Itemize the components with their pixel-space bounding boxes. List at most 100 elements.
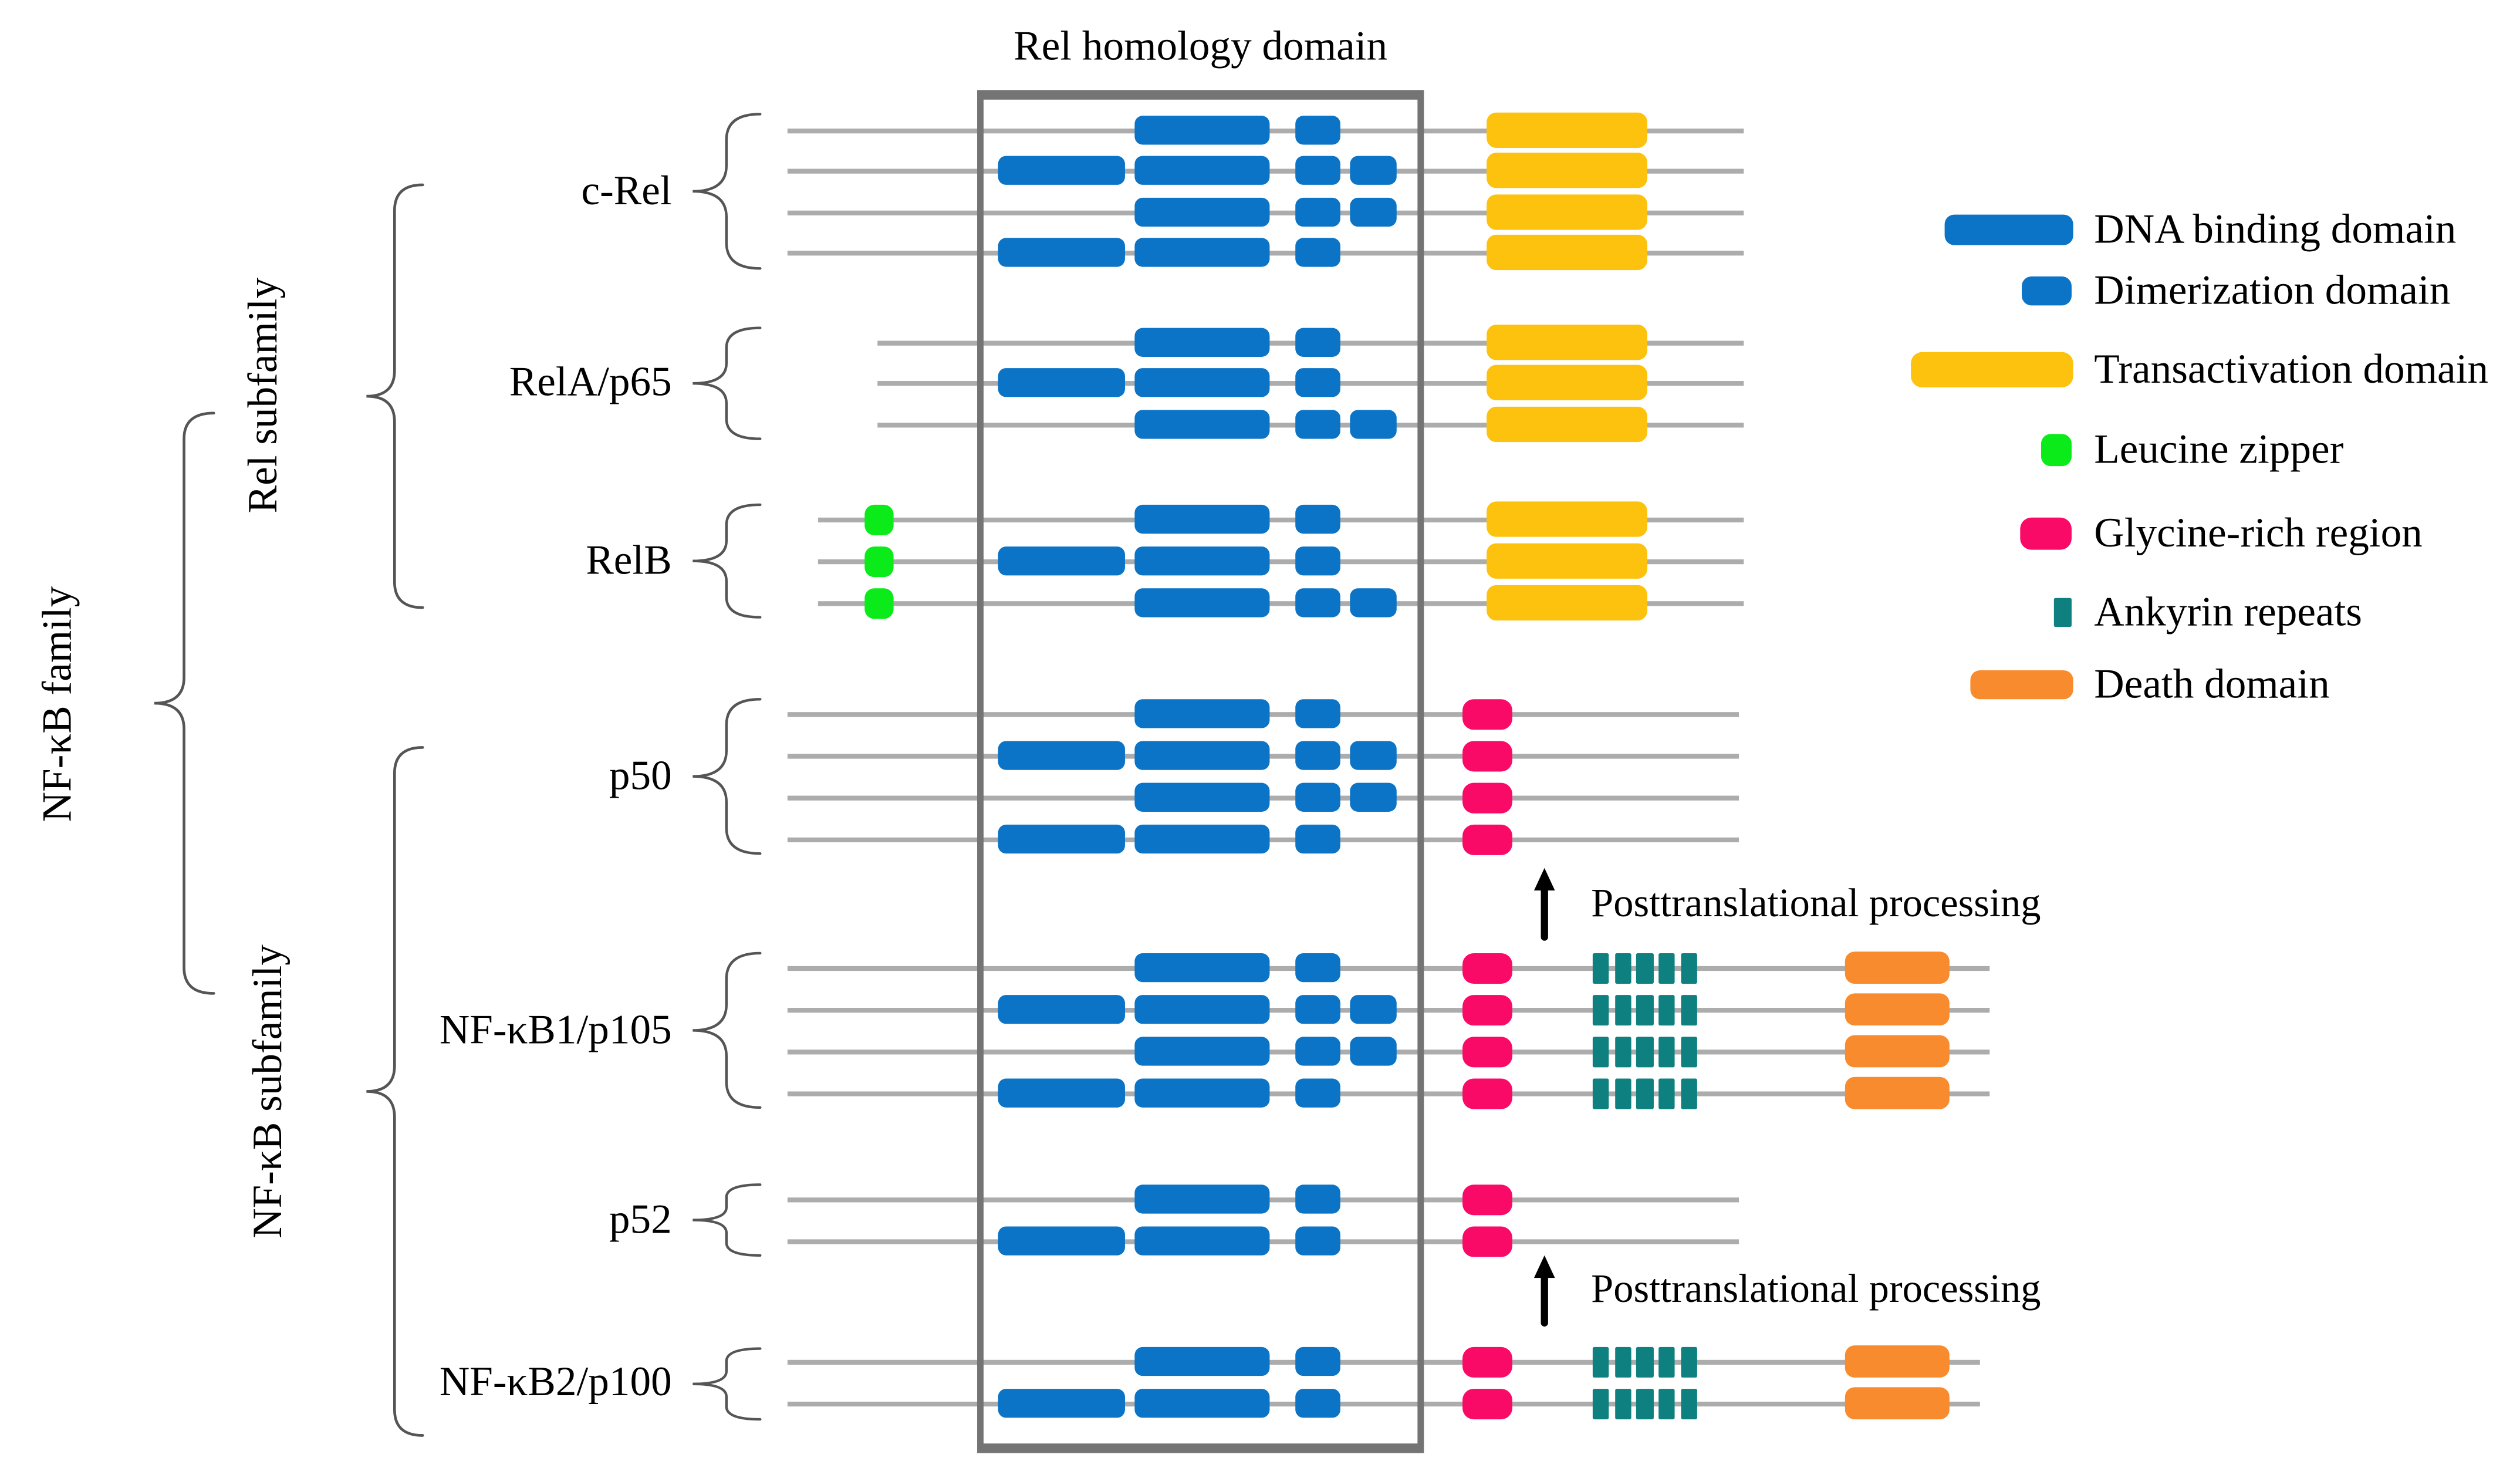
family-brace xyxy=(154,411,215,995)
glycine-rich-region-swatch xyxy=(2020,517,2072,550)
relb-row-1-backbone xyxy=(818,517,1744,522)
family-label-nfkb-family: NF-κB family xyxy=(33,586,80,822)
nfkb1-p105-row-1-backbone xyxy=(787,965,1990,970)
group-label-rela-p65: RelA/p65 xyxy=(509,358,672,406)
glycine-rich-region xyxy=(1462,1078,1512,1109)
ankyrin-repeats xyxy=(1680,1035,1698,1067)
dimerization-domain xyxy=(1295,698,1340,729)
group-brace-relb xyxy=(693,503,762,619)
glycine-rich-region xyxy=(1462,952,1512,983)
dimerization-domain xyxy=(1350,740,1397,771)
dna-binding-domain xyxy=(998,824,1125,854)
ankyrin-repeats-swatch xyxy=(2053,598,2072,627)
ankyrin-repeats xyxy=(1592,1346,1610,1377)
dna-binding-domain xyxy=(998,155,1125,185)
dimerization-domain xyxy=(1350,1036,1397,1067)
ankyrin-repeats xyxy=(1614,952,1631,983)
dimerization-domain xyxy=(1295,953,1340,983)
legend-label: Death domain xyxy=(2094,660,2330,707)
dna-binding-domain xyxy=(1134,327,1270,357)
group-label-p50: p50 xyxy=(609,752,672,799)
dimerization-domain xyxy=(1295,824,1340,854)
dna-binding-domain xyxy=(1134,237,1270,268)
relb-row-3-backbone xyxy=(818,600,1744,606)
legend-label: Ankyrin repeats xyxy=(2094,588,2363,635)
glycine-rich-region xyxy=(1462,1183,1512,1214)
ankyrin-repeats xyxy=(1614,1078,1631,1109)
ankyrin-repeats xyxy=(1658,952,1676,983)
transactivation-domain xyxy=(1487,365,1647,400)
subfamily-label-nfkb: NF-κB subfamily xyxy=(244,944,291,1238)
death-domain xyxy=(1845,1035,1950,1067)
ankyrin-repeats xyxy=(1636,1078,1654,1109)
dna-binding-domain xyxy=(1134,698,1270,729)
dna-binding-domain xyxy=(998,1078,1125,1108)
legend-label: Dimerization domain xyxy=(2094,266,2451,314)
transactivation-domain xyxy=(1487,543,1647,579)
dna-binding-domain xyxy=(998,740,1125,771)
group-brace-p50 xyxy=(693,698,762,855)
glycine-rich-region xyxy=(1462,994,1512,1025)
rel-homology-domain-box xyxy=(977,90,1424,1453)
glycine-rich-region xyxy=(1462,1346,1512,1377)
transactivation-domain-swatch xyxy=(1911,352,2073,387)
dimerization-domain xyxy=(1295,994,1340,1025)
dna-binding-domain xyxy=(1134,1346,1270,1376)
ankyrin-repeats xyxy=(1614,1388,1631,1419)
ankyrin-repeats xyxy=(1680,1078,1698,1109)
dimerization-domain xyxy=(1295,546,1340,576)
ankyrin-repeats xyxy=(1658,1346,1676,1377)
dimerization-domain xyxy=(1350,588,1397,618)
subfamily-brace-0 xyxy=(366,183,424,609)
ankyrin-repeats xyxy=(1614,994,1631,1025)
dna-binding-domain xyxy=(1134,1184,1270,1214)
transactivation-domain xyxy=(1487,112,1647,148)
ankyrin-repeats xyxy=(1592,1078,1610,1109)
legend-label: Glycine-rich region xyxy=(2094,509,2423,556)
relb-row-2-backbone xyxy=(818,558,1744,563)
ankyrin-repeats xyxy=(1658,1035,1676,1067)
transactivation-domain xyxy=(1487,325,1647,360)
dimerization-domain xyxy=(1295,367,1340,398)
death-domain-swatch xyxy=(1970,670,2073,700)
transactivation-domain xyxy=(1487,585,1647,621)
dimerization-domain xyxy=(1350,197,1397,227)
dna-binding-domain xyxy=(1134,994,1270,1025)
dimerization-domain xyxy=(1295,1226,1340,1256)
dna-binding-domain xyxy=(1134,588,1270,618)
dimerization-domain xyxy=(1295,197,1340,227)
ankyrin-repeats xyxy=(1592,952,1610,983)
dna-binding-domain xyxy=(1134,504,1270,534)
nfkb1-p105-row-4-backbone xyxy=(787,1091,1990,1096)
dimerization-domain xyxy=(1295,1388,1340,1419)
dna-binding-domain xyxy=(1134,740,1270,771)
transactivation-domain xyxy=(1487,194,1647,230)
glycine-rich-region xyxy=(1462,1226,1512,1257)
ankyrin-repeats xyxy=(1658,994,1676,1025)
ankyrin-repeats xyxy=(1658,1078,1676,1109)
rel-homology-domain-title: Rel homology domain xyxy=(1014,22,1388,69)
transactivation-domain xyxy=(1487,234,1647,271)
dna-binding-domain xyxy=(998,1388,1125,1419)
death-domain xyxy=(1845,1077,1950,1109)
ankyrin-repeats xyxy=(1680,952,1698,983)
group-brace-nfkb2-p100 xyxy=(693,1347,762,1421)
ankyrin-repeats xyxy=(1636,1388,1654,1419)
dimerization-domain xyxy=(1350,409,1397,440)
transactivation-domain xyxy=(1487,153,1647,188)
dna-binding-domain xyxy=(1134,546,1270,576)
dna-binding-domain xyxy=(998,994,1125,1025)
glycine-rich-region xyxy=(1462,698,1512,729)
dimerization-domain xyxy=(1295,1078,1340,1108)
legend-label: DNA binding domain xyxy=(2094,205,2457,252)
dimerization-domain xyxy=(1295,1346,1340,1376)
glycine-rich-region xyxy=(1462,782,1512,813)
death-domain xyxy=(1845,1345,1950,1378)
dimerization-domain xyxy=(1295,327,1340,357)
ankyrin-repeats xyxy=(1636,952,1654,983)
dna-binding-domain xyxy=(1134,367,1270,398)
dimerization-domain xyxy=(1350,155,1397,185)
dimerization-domain xyxy=(1295,155,1340,185)
dimerization-domain xyxy=(1350,994,1397,1025)
